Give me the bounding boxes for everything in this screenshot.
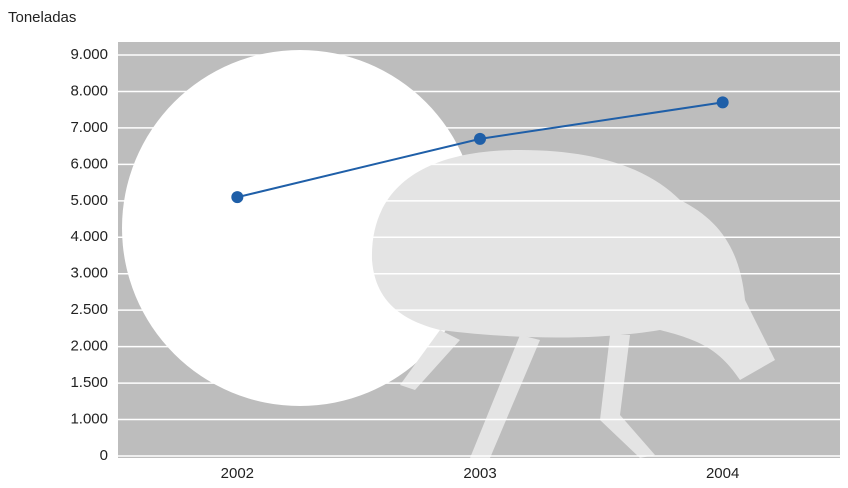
y-tick-label: 3.000 [70,265,108,282]
y-tick-label: 1.000 [70,411,108,428]
point [716,96,729,109]
decoration-circle [122,50,478,406]
y-tick-label: 4.000 [70,228,108,245]
y-tick-label: 2.000 [70,338,108,355]
beetle-illustration [371,150,775,458]
y-tick-label: 9.000 [70,46,108,63]
x-tick-label: 2004 [706,465,739,482]
y-axis-title: Toneladas [8,9,76,26]
x-tick-label: 2003 [463,465,496,482]
x-tick-label: 2002 [221,465,254,482]
point [231,191,244,204]
point [474,132,486,145]
y-tick-label: 5.000 [70,192,108,209]
y-tick-label: 2.500 [70,301,108,318]
y-tick-label: 6.000 [70,155,108,172]
y-tick-label: 0 [100,447,108,464]
y-tick-label: 1.500 [70,374,108,391]
y-tick-label: 8.000 [70,82,108,99]
y-tick-label: 7.000 [70,119,108,136]
